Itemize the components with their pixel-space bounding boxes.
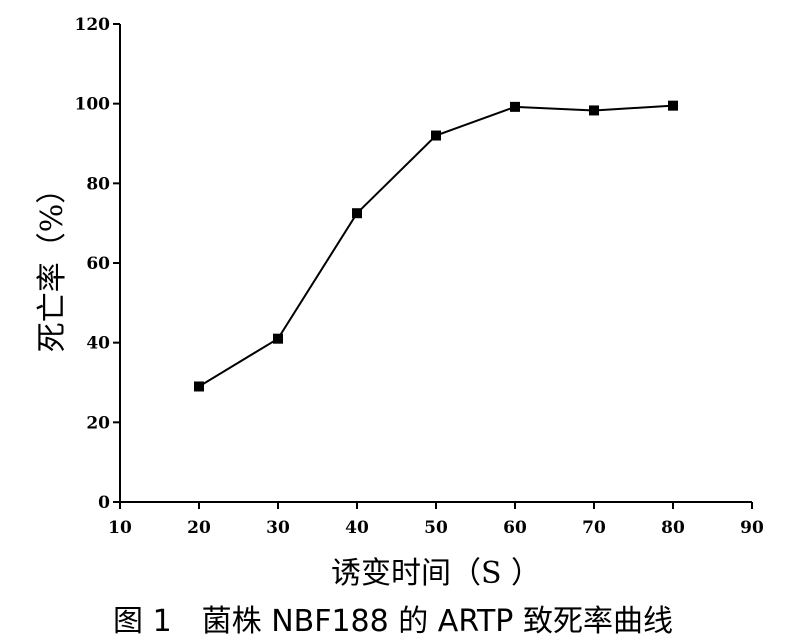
x-tick-label: 90 [740, 518, 764, 538]
x-tick-label: 30 [266, 518, 290, 538]
x-tick-label: 50 [424, 518, 448, 538]
y-tick-label: 100 [75, 95, 111, 115]
chart: 0 20 40 60 80 100 120 10 20 30 40 50 60 70 80 90 死亡率（%）… [35, 15, 764, 590]
data-point [431, 130, 441, 141]
x-tick-label: 40 [345, 518, 369, 538]
figure-caption: 图 1 菌株 NBF188 的 ARTP 致死率曲线 [113, 604, 673, 639]
y-tick-label: 80 [86, 174, 110, 194]
axes [119, 24, 752, 503]
data-point [194, 381, 204, 392]
x-tick-label: 20 [187, 518, 211, 538]
x-tick-label: 10 [108, 518, 132, 538]
series-line [198, 104, 674, 388]
data-point [589, 105, 599, 116]
x-axis-label: 诱变时间（S ） [331, 556, 541, 590]
ticks: 0 20 40 60 80 100 120 10 20 30 40 50 60 70 80 90 [75, 15, 764, 538]
data-point [352, 208, 362, 219]
y-axis-label: 死亡率（%） [35, 174, 70, 353]
series [194, 100, 678, 392]
y-tick-label: 60 [86, 254, 110, 274]
data-point [510, 101, 520, 112]
y-tick-label: 0 [98, 493, 110, 513]
y-tick-label: 120 [75, 15, 111, 35]
x-tick-label: 70 [582, 518, 606, 538]
data-point [273, 333, 283, 344]
y-tick-label: 20 [86, 413, 110, 433]
x-tick-label: 60 [503, 518, 527, 538]
data-point [668, 100, 678, 111]
x-tick-label: 80 [661, 518, 685, 538]
y-tick-label: 40 [86, 334, 110, 354]
